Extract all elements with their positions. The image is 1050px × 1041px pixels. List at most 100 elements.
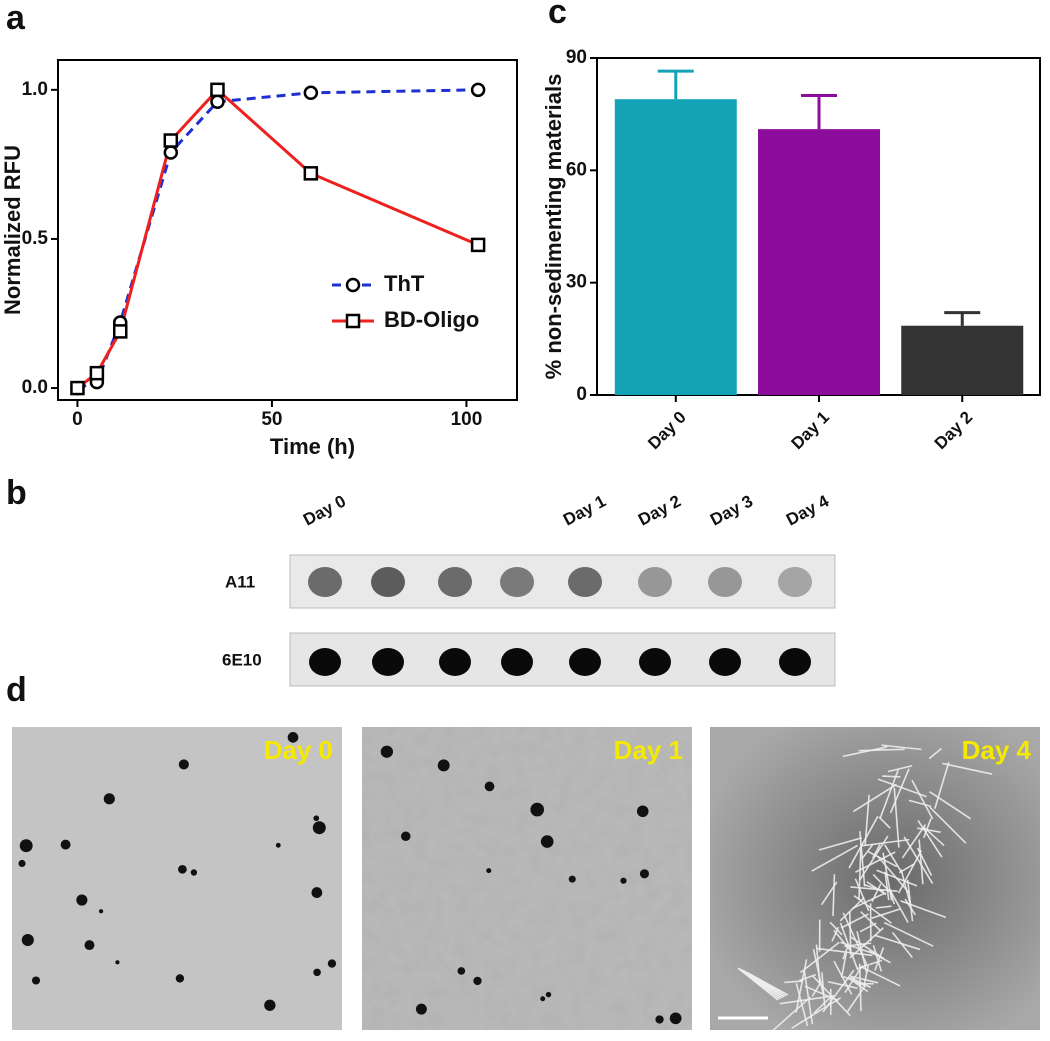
panel-label: c <box>548 0 567 31</box>
tem-fibril <box>906 879 914 922</box>
tem-particle <box>287 732 299 743</box>
tem-fibril <box>893 787 900 848</box>
tem-fibril <box>874 934 921 951</box>
tem-particle <box>327 959 337 968</box>
tem-fibril <box>791 996 842 1029</box>
tem-fibril <box>848 911 852 956</box>
tem-particle <box>178 759 189 770</box>
tem-texture <box>12 727 342 1030</box>
tem-fibril <box>818 837 863 851</box>
tem-particle <box>415 1003 427 1015</box>
marker <box>70 380 85 396</box>
tem-fibril <box>903 836 934 885</box>
tem-fibril <box>884 871 890 901</box>
blot-strip <box>289 632 836 687</box>
tem-fibril <box>855 851 896 873</box>
blot-column-label: Day 2 <box>635 491 684 529</box>
panel-label: b <box>6 474 27 512</box>
tem-particle <box>568 875 576 883</box>
tem-fibril <box>840 953 848 978</box>
tem-fibril <box>866 881 887 896</box>
tem-fibril <box>858 748 905 752</box>
marker <box>210 82 225 98</box>
tem-fibril <box>877 855 911 894</box>
tem-particle <box>115 960 120 965</box>
tem-fibril <box>772 996 812 1031</box>
tem-fibril <box>889 890 909 923</box>
tem-fibril <box>942 762 993 775</box>
tem-fibril <box>881 744 922 751</box>
tem-fibril <box>799 973 817 982</box>
y-tick-label: 0.0 <box>22 377 48 398</box>
tem-particle <box>401 831 411 842</box>
tem-fibril <box>875 905 892 909</box>
tem-particle <box>540 996 546 1002</box>
marker <box>303 85 319 101</box>
panel-label: d <box>6 671 27 709</box>
tem-fibril <box>883 921 934 947</box>
tem-fibril <box>872 873 891 893</box>
legend-marker <box>345 277 361 293</box>
tem-fibril <box>861 966 901 987</box>
tem-particle <box>275 842 281 848</box>
tem-fibril <box>871 883 882 903</box>
tem-fibril <box>874 947 885 971</box>
marker <box>163 145 179 160</box>
tem-fibril <box>871 908 900 919</box>
legend-label: BD-Oligo <box>384 307 479 332</box>
tem-fibril <box>900 900 947 919</box>
bar <box>614 99 737 395</box>
tem-fibril <box>928 747 942 760</box>
tem-particle <box>84 940 95 951</box>
tem-fibril <box>929 791 971 820</box>
tem-fibril <box>889 768 910 814</box>
tem-fibril <box>872 843 881 859</box>
tem-fibril <box>929 806 967 844</box>
tem-fibril <box>832 874 836 917</box>
tem-particle <box>639 869 650 879</box>
tem-fibril <box>884 844 903 874</box>
blot-dot <box>372 648 404 676</box>
tem-fibril <box>859 922 877 933</box>
blot-dot <box>778 567 812 597</box>
tem-fibril <box>917 819 943 858</box>
blot-dot <box>779 648 811 676</box>
marker <box>470 237 486 253</box>
tem-particle <box>530 802 545 817</box>
tem-fibril <box>803 970 814 1025</box>
series-line <box>76 87 479 390</box>
blot-column-label: Day 3 <box>707 491 756 529</box>
tem-label: Day 1 <box>614 735 683 765</box>
tem-particle <box>620 877 627 884</box>
tem-particle <box>437 759 450 772</box>
tem-fibril <box>872 945 883 972</box>
tem-particle <box>76 894 88 906</box>
tem-particle <box>19 839 33 853</box>
tem-fibril <box>911 779 934 820</box>
blot-dot <box>569 648 601 676</box>
blot-dot <box>501 648 533 676</box>
tem-fibril <box>888 887 896 905</box>
blot-row-label: A11 <box>225 572 255 591</box>
plot-frame <box>57 59 518 401</box>
tem-fibril <box>858 843 862 900</box>
tem-fibril <box>867 850 898 868</box>
tem-fibril <box>848 815 879 869</box>
tem-fibril <box>918 839 924 885</box>
blot-dot <box>500 567 534 597</box>
tem-particle <box>98 909 104 914</box>
tem-particle <box>636 805 649 818</box>
bar <box>758 129 881 395</box>
blot-column-label: Day 0 <box>300 491 349 529</box>
tem-fibril <box>849 927 884 959</box>
legend-label: ThT <box>384 271 425 296</box>
tem-particle <box>21 933 34 947</box>
tem-fibril <box>829 921 843 936</box>
tem-fibril <box>851 891 887 910</box>
blot-dot <box>709 648 741 676</box>
x-tick-label: 50 <box>261 409 282 430</box>
blot-dot <box>309 648 341 676</box>
tem-fibril <box>887 764 913 773</box>
tem-particle <box>540 835 554 848</box>
